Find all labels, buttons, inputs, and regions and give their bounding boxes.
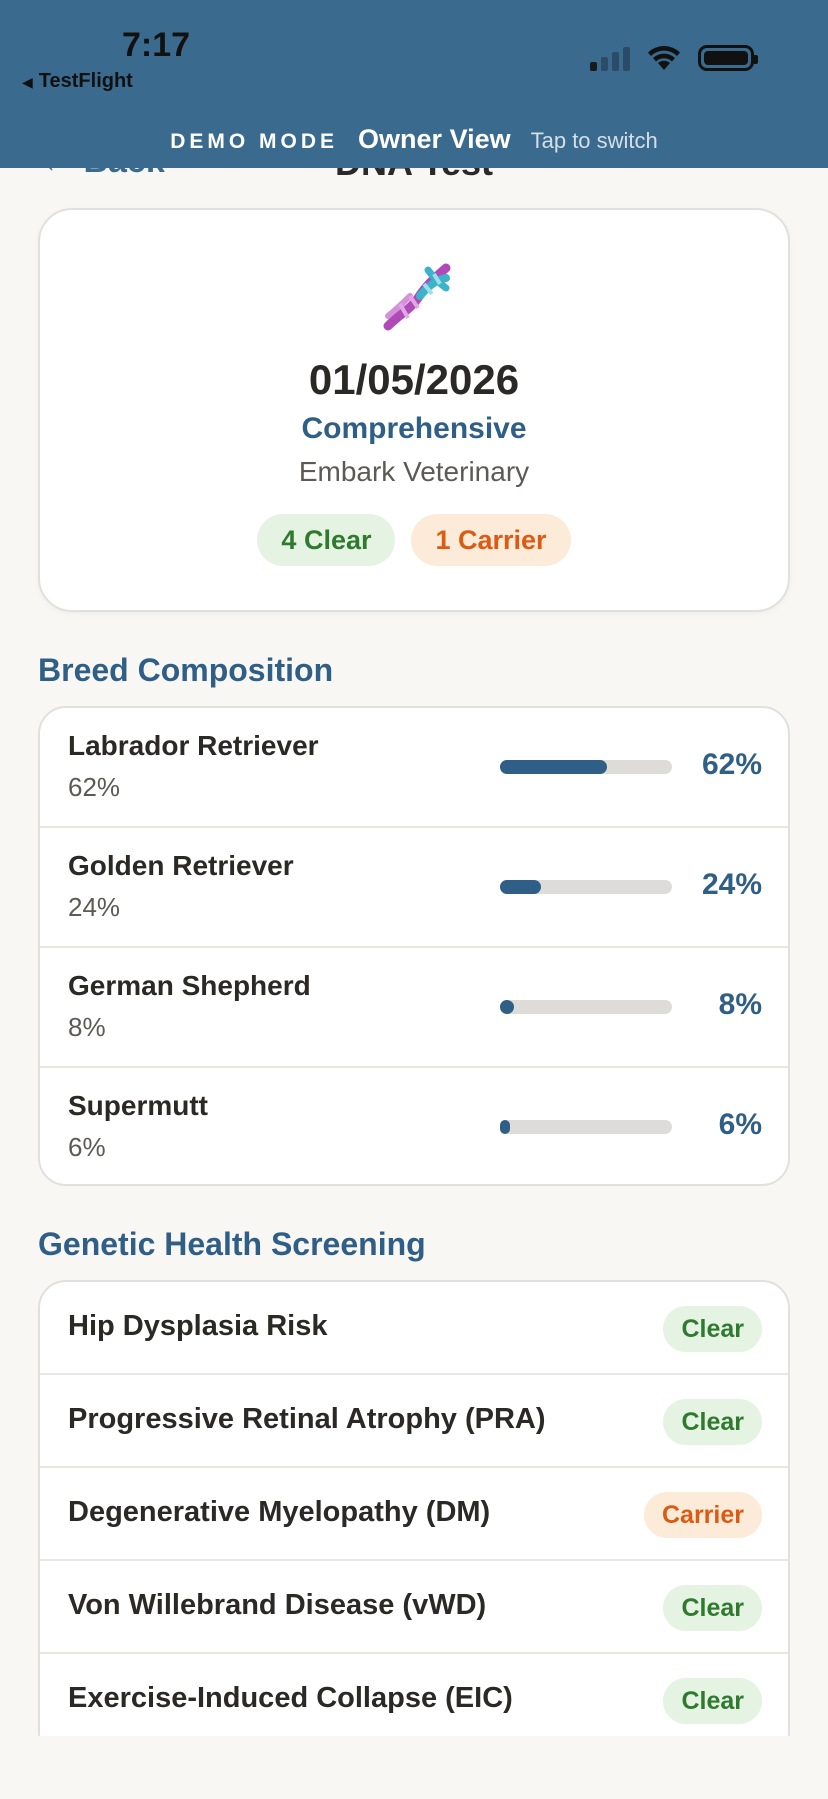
- back-app-label: TestFlight: [38, 70, 133, 92]
- health-row[interactable]: Progressive Retinal Atrophy (PRA) Clear: [40, 1375, 788, 1468]
- health-row[interactable]: Exercise-Induced Collapse (EIC) Clear: [40, 1654, 788, 1747]
- breed-name: German Shepherd: [68, 970, 311, 1001]
- status-badge: Clear: [663, 1399, 762, 1445]
- breed-progress-bar: [500, 1000, 672, 1014]
- breed-composition-heading: Breed Composition: [38, 652, 334, 688]
- breed-percentage: 62%: [701, 748, 762, 781]
- back-to-testflight[interactable]: ◀ TestFlight: [22, 70, 133, 93]
- clear-count-badge: 4 Clear: [257, 514, 396, 566]
- dna-icon: [383, 263, 451, 331]
- breed-percentage-sub: 62%: [68, 772, 121, 802]
- demo-mode-label: DEMO MODE: [170, 130, 339, 153]
- health-row[interactable]: Von Willebrand Disease (vWD) Clear: [40, 1561, 788, 1654]
- test-summary-card: 01/05/2026 Comprehensive Embark Veterina…: [38, 208, 790, 612]
- breed-row: Labrador Retriever 62% 62%: [40, 708, 788, 828]
- breed-percentage-sub: 6%: [68, 1132, 106, 1162]
- tap-to-switch-hint[interactable]: Tap to switch: [530, 128, 658, 153]
- breed-name: Labrador Retriever: [68, 730, 319, 761]
- breed-row: Supermutt 6% 6%: [40, 1068, 788, 1184]
- health-row[interactable]: Hip Dysplasia Risk Clear: [40, 1282, 788, 1375]
- breed-percentage-sub: 8%: [68, 1012, 106, 1042]
- test-type: Comprehensive: [301, 412, 527, 445]
- condition-name: Progressive Retinal Atrophy (PRA): [68, 1403, 546, 1435]
- condition-name: Von Willebrand Disease (vWD): [68, 1589, 487, 1621]
- breed-name: Golden Retriever: [68, 850, 294, 881]
- status-badge: Clear: [663, 1585, 762, 1631]
- breed-percentage: 6%: [718, 1108, 762, 1141]
- health-row[interactable]: Degenerative Myelopathy (DM) Carrier: [40, 1468, 788, 1561]
- breed-progress-bar: [500, 1120, 672, 1134]
- wifi-icon: [648, 46, 680, 70]
- test-date: 01/05/2026: [308, 356, 520, 403]
- result-summary-pills: 4 Clear 1 Carrier: [40, 514, 788, 566]
- demo-mode-banner[interactable]: 7:17 ◀ TestFlight DEMO MODE Owner View Ta…: [0, 0, 828, 168]
- status-badge: Carrier: [644, 1492, 762, 1538]
- breed-percentage-sub: 24%: [68, 892, 121, 922]
- status-badge: Clear: [663, 1306, 762, 1352]
- breed-row: Golden Retriever 24% 24%: [40, 828, 788, 948]
- condition-name: Exercise-Induced Collapse (EIC): [68, 1682, 513, 1714]
- condition-name: Hip Dysplasia Risk: [68, 1310, 328, 1342]
- breed-progress-bar: [500, 880, 672, 894]
- genetic-health-card: Hip Dysplasia Risk Clear Progressive Ret…: [38, 1280, 790, 1760]
- test-provider: Embark Veterinary: [298, 456, 530, 487]
- carrier-count-badge: 1 Carrier: [411, 514, 571, 566]
- breed-row: German Shepherd 8% 8%: [40, 948, 788, 1068]
- breed-progress-bar: [500, 760, 672, 774]
- breed-composition-card: Labrador Retriever 62% 62% Golden Retrie…: [38, 706, 790, 1186]
- cellular-signal-icon: [590, 45, 630, 71]
- breed-name: Supermutt: [68, 1090, 208, 1121]
- status-badge: Clear: [663, 1678, 762, 1724]
- status-icons: [590, 44, 758, 72]
- condition-name: Degenerative Myelopathy (DM): [68, 1496, 491, 1528]
- genetic-health-heading: Genetic Health Screening: [38, 1226, 426, 1262]
- breed-percentage: 8%: [718, 988, 762, 1021]
- battery-icon: [698, 45, 758, 71]
- breed-percentage: 24%: [701, 868, 762, 901]
- status-time: 7:17: [122, 26, 191, 64]
- demo-mode-row[interactable]: DEMO MODE Owner View Tap to switch: [0, 124, 828, 155]
- current-view-label: Owner View: [358, 124, 511, 154]
- bottom-area: [0, 1736, 828, 1799]
- back-triangle-icon: ◀: [22, 74, 33, 90]
